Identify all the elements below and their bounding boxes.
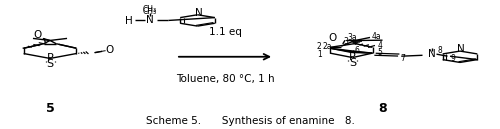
Text: 1.1 eq: 1.1 eq <box>208 27 242 37</box>
Polygon shape <box>352 51 372 53</box>
Text: Toluene, 80 °C, 1 h: Toluene, 80 °C, 1 h <box>176 74 274 84</box>
Text: 6: 6 <box>354 46 359 55</box>
Text: O: O <box>34 30 42 40</box>
Text: CH₃: CH₃ <box>143 7 157 16</box>
Text: 4a: 4a <box>371 32 381 41</box>
Text: 5: 5 <box>46 102 54 115</box>
Text: 8: 8 <box>438 46 442 55</box>
Text: S: S <box>46 59 54 69</box>
Text: N: N <box>146 15 154 25</box>
Text: 4: 4 <box>378 42 382 50</box>
Text: N: N <box>428 49 436 59</box>
Text: P: P <box>46 53 54 63</box>
Text: Scheme 5.  Synthesis of enamine 8.: Scheme 5. Synthesis of enamine 8. <box>146 116 354 126</box>
Text: O: O <box>106 45 114 55</box>
Text: S: S <box>349 58 356 68</box>
Text: 9: 9 <box>450 54 455 63</box>
Text: 3: 3 <box>344 37 348 46</box>
Text: CH₃: CH₃ <box>143 5 157 14</box>
Text: 3a: 3a <box>348 33 358 42</box>
Text: N: N <box>457 44 465 54</box>
Text: N: N <box>194 8 202 18</box>
Text: 1: 1 <box>318 50 322 59</box>
Text: 5: 5 <box>378 48 382 57</box>
Text: 2: 2 <box>316 42 322 51</box>
Polygon shape <box>332 49 354 52</box>
Text: P: P <box>349 52 356 62</box>
Text: 7: 7 <box>400 54 405 63</box>
Text: H: H <box>124 16 132 26</box>
Text: 2a: 2a <box>322 42 332 51</box>
Text: O: O <box>328 33 336 43</box>
Text: 8: 8 <box>378 102 387 115</box>
